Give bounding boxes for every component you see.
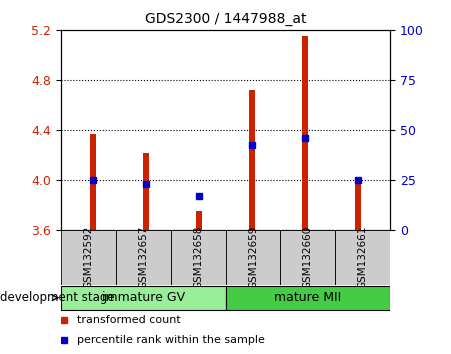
Text: development stage: development stage xyxy=(0,291,115,304)
Text: percentile rank within the sample: percentile rank within the sample xyxy=(78,335,265,345)
Text: mature MII: mature MII xyxy=(274,291,341,304)
Bar xyxy=(116,230,170,285)
Text: GSM132660: GSM132660 xyxy=(303,226,313,289)
Title: GDS2300 / 1447988_at: GDS2300 / 1447988_at xyxy=(145,12,306,26)
Text: immature GV: immature GV xyxy=(101,291,185,304)
Bar xyxy=(61,230,116,285)
Text: GSM132658: GSM132658 xyxy=(193,226,203,289)
Bar xyxy=(226,230,281,285)
Bar xyxy=(335,230,390,285)
Bar xyxy=(170,230,226,285)
Bar xyxy=(355,180,361,230)
Text: GSM132661: GSM132661 xyxy=(358,226,368,289)
Bar xyxy=(281,230,335,285)
Bar xyxy=(90,134,96,230)
Bar xyxy=(249,90,255,230)
Bar xyxy=(226,286,390,310)
Text: transformed count: transformed count xyxy=(78,315,181,325)
Bar xyxy=(196,211,202,230)
Text: GSM132592: GSM132592 xyxy=(83,226,93,289)
Bar xyxy=(302,36,308,230)
Text: GSM132659: GSM132659 xyxy=(248,226,258,289)
Text: GSM132657: GSM132657 xyxy=(138,226,148,289)
Bar xyxy=(61,286,226,310)
Bar xyxy=(143,153,149,230)
